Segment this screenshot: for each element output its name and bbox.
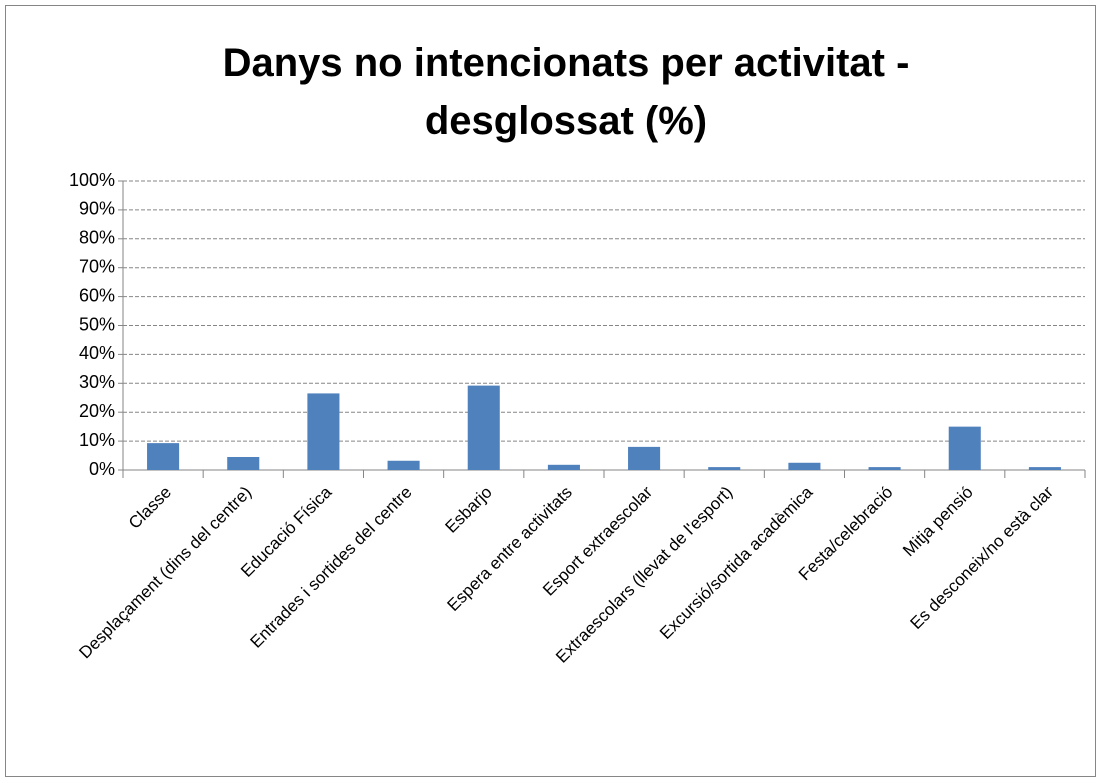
y-tick-label: 90% [79,199,115,219]
bar [467,385,500,470]
y-tick-label: 0% [89,459,115,479]
bar [868,467,901,470]
y-tick-label: 40% [79,343,115,363]
bar [227,456,260,470]
bar [708,467,741,470]
y-tick-label: 80% [79,228,115,248]
y-tick-label: 50% [79,314,115,334]
bar [547,464,580,470]
y-tick-label: 70% [79,256,115,276]
y-tick-label: 60% [79,285,115,305]
y-tick-label: 20% [79,401,115,421]
bar [948,426,981,470]
y-tick-label: 100% [69,170,115,190]
y-tick-label: 30% [79,372,115,392]
bar [1028,467,1061,470]
bar [307,393,340,470]
bar [788,462,821,470]
bar [387,460,420,470]
chart-frame [5,5,1096,777]
y-tick-label: 10% [79,430,115,450]
chart-title: Danys no intencionats per activitat - de… [222,41,910,143]
bar [628,446,661,470]
bar [147,443,180,470]
